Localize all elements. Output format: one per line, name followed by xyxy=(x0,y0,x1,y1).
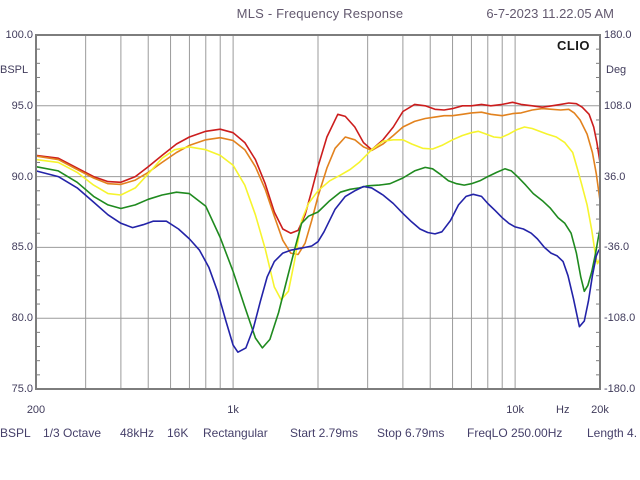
y-right-axis-unit: Deg xyxy=(606,64,627,76)
status-item-5: Start 2.79ms xyxy=(290,426,359,440)
y-right-tick-label: 108.0 xyxy=(604,99,632,112)
curve-orange xyxy=(35,107,601,256)
y-right-tick-label: -36.0 xyxy=(604,241,630,254)
clio-logo: CLIO xyxy=(556,38,590,53)
chart-header: MLS - Frequency Response 6-7-2023 11.22.… xyxy=(0,6,640,22)
status-item-8: Length 4. xyxy=(587,426,638,440)
x-tick-label: 10k xyxy=(506,404,524,416)
curve-blue xyxy=(35,170,601,354)
y-left-tick-label: 100.0 xyxy=(5,29,33,41)
y-left-tick-label: 90.0 xyxy=(11,170,33,183)
y-left-axis-unit: BSPL xyxy=(0,64,29,76)
status-item-4: Rectangular xyxy=(203,426,268,440)
y-right-tick-label: 36.0 xyxy=(604,170,626,183)
status-item-1: 1/3 Octave xyxy=(43,426,102,440)
status-item-7: FreqLO 250.00Hz xyxy=(467,426,563,440)
status-item-0: BSPL xyxy=(0,426,31,440)
status-bar: BSPL 1/3 Octave 48kHz 16K Rectangular Start 2… xyxy=(0,426,640,442)
y-right-tick-label: -108.0 xyxy=(604,312,636,325)
plot-frame xyxy=(35,34,601,390)
status-item-6: Stop 6.79ms xyxy=(377,426,445,440)
curve-yellow xyxy=(35,126,601,301)
x-tick-label: 1k xyxy=(227,404,239,416)
x-tick-label: 20k xyxy=(591,404,609,416)
x-axis-unit: Hz xyxy=(556,404,570,416)
y-left-tick-label: 85.0 xyxy=(11,241,33,254)
y-left-tick-label: 95.0 xyxy=(11,99,33,112)
x-tick-label: 200 xyxy=(26,404,46,416)
status-item-2: 48kHz xyxy=(120,426,155,440)
y-left-tick-label: 80.0 xyxy=(11,312,33,325)
curve-green xyxy=(35,165,601,349)
y-right-tick-label: -180.0 xyxy=(604,383,636,395)
window-title: MLS - Frequency Response xyxy=(236,6,404,21)
y-right-tick-label: 180.0 xyxy=(604,29,632,41)
status-item-3: 16K xyxy=(167,426,189,440)
measurement-datetime: 6-7-2023 11.22.05 AM xyxy=(486,6,614,21)
curve-red xyxy=(35,101,601,234)
y-left-tick-label: 75.0 xyxy=(11,383,33,395)
